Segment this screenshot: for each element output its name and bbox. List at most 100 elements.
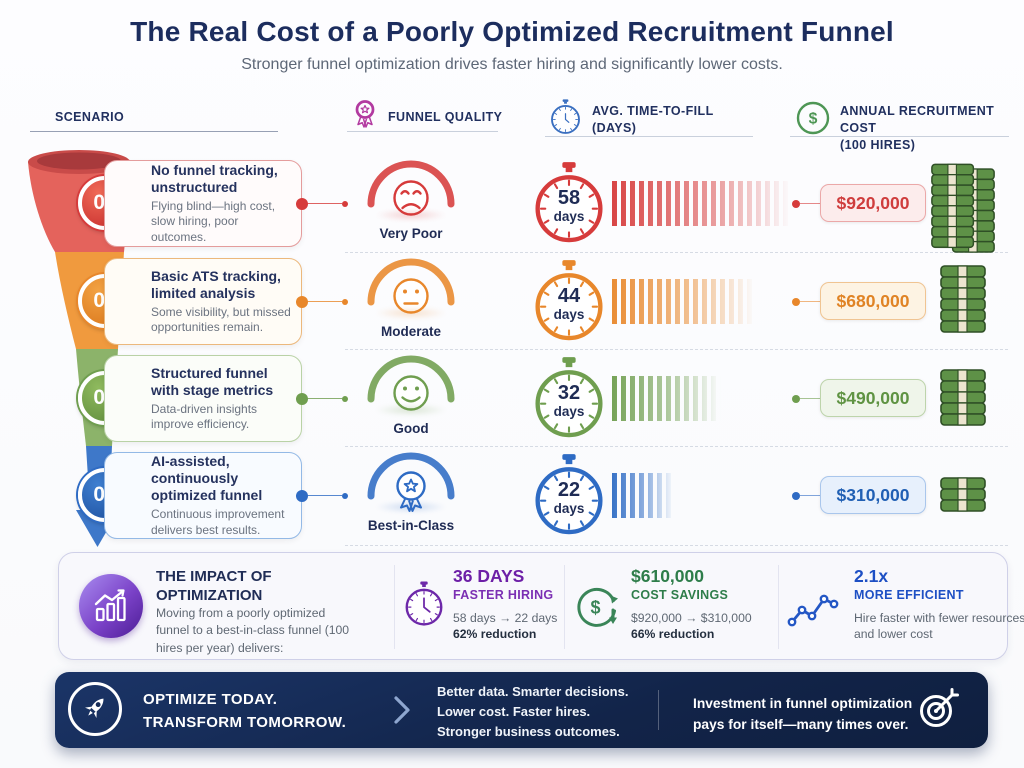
cost-pill: $310,000 bbox=[820, 476, 926, 514]
column-header-scenario: SCENARIO bbox=[55, 110, 125, 124]
cost-underline bbox=[790, 136, 1009, 137]
speed-bars bbox=[612, 181, 797, 226]
sad-face-gauge-icon bbox=[367, 160, 455, 216]
chevron-right-icon bbox=[394, 696, 410, 724]
neutral-face-gauge-icon bbox=[367, 258, 455, 314]
connector-bulb bbox=[296, 489, 308, 502]
metric-label: MORE EFFICIENT bbox=[854, 588, 964, 602]
row-separator bbox=[345, 545, 1008, 546]
time-to-fill-line1: AVG. TIME-TO-FILL bbox=[592, 104, 714, 118]
money-stack-graphic bbox=[931, 163, 995, 253]
metric-detail: Hire faster with fewer resources and low… bbox=[854, 610, 1024, 642]
cost-savings-icon: $ bbox=[577, 587, 618, 627]
connector-dot bbox=[342, 298, 348, 305]
connector-dot bbox=[342, 200, 348, 207]
scenario-title: Basic ATS tracking, limited analysis bbox=[151, 267, 281, 301]
scenario-title: No funnel tracking, unstructured bbox=[151, 161, 278, 195]
connector-line bbox=[308, 397, 342, 400]
cost-connector-line bbox=[800, 300, 820, 303]
cost-pill: $680,000 bbox=[820, 282, 926, 320]
impact-description: Moving from a poorly optimized funnel to… bbox=[156, 606, 350, 655]
metric-detail: $920,000 → $310,000 bbox=[631, 610, 752, 625]
scenario-description: Continuous improvement delivers best res… bbox=[151, 507, 285, 537]
metric-label: FASTER HIRING bbox=[453, 588, 554, 602]
row-separator bbox=[345, 252, 1008, 253]
row-separator bbox=[345, 446, 1008, 447]
scenario-description: Flying blind—high cost, slow hiring, poo… bbox=[151, 199, 276, 244]
cta-banner: OPTIMIZE TODAY. TRANSFORM TOMORROW. Bett… bbox=[55, 672, 988, 748]
award-ribbon-icon bbox=[355, 100, 375, 128]
row-separator bbox=[345, 349, 1008, 350]
scenario-card: Basic ATS tracking, limited analysis Som… bbox=[104, 258, 302, 345]
impact-metric-cost-savings: $610,000 COST SAVINGS $920,000 → $310,00… bbox=[631, 566, 752, 644]
scenario-row-1: 01 No funnel tracking, unstructured Flyi… bbox=[0, 155, 1024, 253]
money-stack-graphic bbox=[940, 265, 986, 333]
cost-pill: $490,000 bbox=[820, 379, 926, 417]
cta-closing-line1: Investment in funnel optimization bbox=[693, 696, 913, 711]
cost-line1: ANNUAL RECRUITMENT COST bbox=[840, 104, 995, 135]
divider bbox=[394, 565, 395, 649]
divider bbox=[564, 565, 565, 649]
column-header-funnel-quality: FUNNEL QUALITY bbox=[388, 110, 503, 124]
page-subtitle: Stronger funnel optimization drives fast… bbox=[241, 56, 783, 73]
cost-connector-line bbox=[800, 202, 820, 205]
days-value: 58 days bbox=[553, 187, 585, 225]
cta-closing-statement: Investment in funnel optimization pays f… bbox=[693, 693, 912, 736]
metric-value: 36 DAYS bbox=[453, 566, 525, 586]
scenario-card: Structured funnel with stage metrics Dat… bbox=[104, 355, 302, 442]
quality-gauge: Very Poor bbox=[363, 156, 459, 241]
cta-benefits: Better data. Smarter decisions. Lower co… bbox=[437, 682, 628, 742]
quality-gauge: Good bbox=[363, 351, 459, 436]
impact-metric-faster-hiring: 36 DAYS FASTER HIRING 58 days → 22 days … bbox=[453, 566, 557, 644]
metric-note: 62% reduction bbox=[453, 627, 537, 642]
quality-gauge: Best-in-Class bbox=[363, 448, 459, 533]
impact-summary-panel: THE IMPACT OF OPTIMIZATION Moving from a… bbox=[58, 552, 1024, 660]
metric-note: 66% reduction bbox=[631, 627, 715, 642]
column-header-time-to-fill: AVG. TIME-TO-FILL (DAYS) bbox=[592, 103, 714, 137]
column-header-cost: ANNUAL RECRUITMENT COST (100 HIRES) bbox=[840, 103, 1024, 154]
award-gauge-icon bbox=[367, 452, 455, 512]
cta-closing-line2: pays for itself—many times over. bbox=[693, 717, 909, 733]
divider bbox=[778, 565, 779, 649]
cost-connector-dot bbox=[792, 199, 800, 208]
stopwatch-icon bbox=[403, 581, 445, 627]
connector-bulb bbox=[296, 295, 308, 308]
connector-bulb bbox=[296, 392, 308, 405]
time-underline bbox=[545, 136, 753, 137]
quality-gauge: Moderate bbox=[363, 254, 459, 339]
cta-benefit-line2: Lower cost. Faster hires. bbox=[437, 704, 591, 720]
cost-pill: $920,000 bbox=[820, 184, 926, 222]
cost-connector-line bbox=[800, 494, 820, 497]
scenario-title: Structured funnel with stage metrics bbox=[151, 364, 274, 398]
scenario-description: Some visibility, but missed opportunitie… bbox=[151, 304, 291, 335]
page-title: The Real Cost of a Poorly Optimized Recr… bbox=[130, 16, 894, 47]
connector-dot bbox=[342, 492, 348, 499]
cost-connector-dot bbox=[792, 297, 800, 306]
time-to-fill-line2: (DAYS) bbox=[592, 120, 637, 135]
happy-face-gauge-icon bbox=[367, 355, 455, 411]
scenario-card: AI-assisted, continuously optimized funn… bbox=[104, 452, 302, 539]
quality-label: Moderate bbox=[380, 324, 441, 339]
cta-headline: OPTIMIZE TODAY. TRANSFORM TOMORROW. bbox=[143, 689, 346, 734]
quality-label: Best-in-Class bbox=[367, 518, 455, 533]
connector-bulb bbox=[296, 197, 308, 210]
scenario-underline bbox=[30, 131, 278, 132]
cost-connector-line bbox=[800, 397, 820, 400]
cost-connector-dot bbox=[792, 491, 800, 500]
scenario-row-4: 04 AI-assisted, continuously optimized f… bbox=[0, 447, 1024, 544]
scenario-card: No funnel tracking, unstructured Flying … bbox=[104, 160, 302, 247]
quality-label: Very Poor bbox=[379, 226, 443, 241]
growth-chart-icon bbox=[79, 574, 143, 638]
cta-headline-line2: TRANSFORM TOMORROW. bbox=[143, 713, 347, 731]
impact-heading: THE IMPACT OF OPTIMIZATION bbox=[156, 568, 272, 604]
scenario-row-2: 02 Basic ATS tracking, limited analysis … bbox=[0, 253, 1024, 350]
cta-headline-line1: OPTIMIZE TODAY. bbox=[143, 691, 278, 708]
impact-metric-efficiency: 2.1x MORE EFFICIENT Hire faster with few… bbox=[854, 566, 1024, 643]
scenario-description: Data-driven insights improve efficiency. bbox=[151, 401, 258, 432]
quality-label: Good bbox=[393, 421, 429, 436]
funnel-quality-underline bbox=[347, 131, 498, 132]
money-stack-graphic bbox=[940, 477, 986, 512]
scenario-title: AI-assisted, continuously optimized funn… bbox=[151, 453, 263, 504]
svg-text:$: $ bbox=[590, 598, 600, 618]
